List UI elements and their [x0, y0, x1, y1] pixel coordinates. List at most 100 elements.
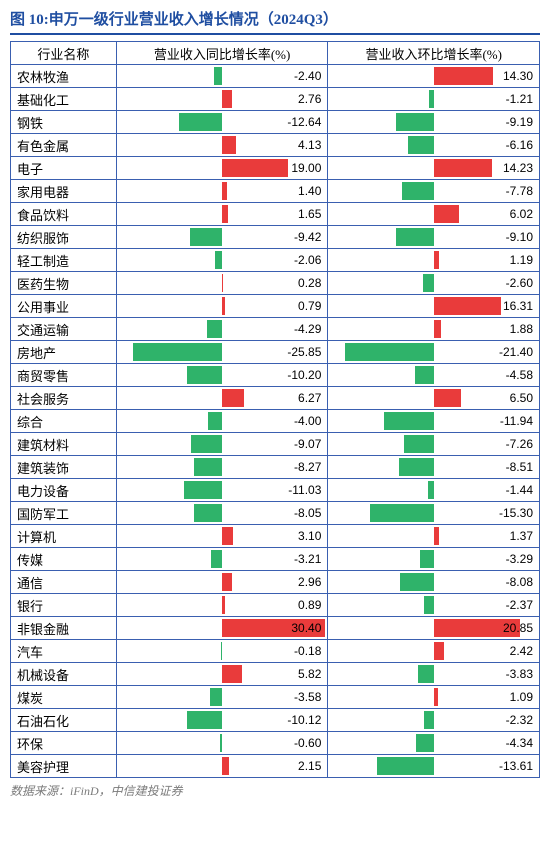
chart-container: 图 10:申万一级行业营业收入增长情况（2024Q3） 行业名称 营业收入同比增…: [0, 0, 550, 805]
yoy-value: 30.40: [291, 621, 321, 635]
header-name: 行业名称: [11, 42, 117, 65]
yoy-cell: 2.76: [116, 88, 328, 111]
qoq-cell: -3.29: [328, 548, 540, 571]
qoq-value: 20.85: [503, 621, 533, 635]
qoq-value: 1.88: [510, 322, 533, 336]
header-yoy: 营业收入同比增长率(%): [116, 42, 328, 65]
qoq-value: -9.19: [506, 115, 533, 129]
industry-name: 商贸零售: [11, 364, 117, 387]
yoy-value: -2.06: [294, 253, 321, 267]
yoy-cell: -0.18: [116, 640, 328, 663]
yoy-cell: -2.06: [116, 249, 328, 272]
qoq-cell: 6.50: [328, 387, 540, 410]
yoy-cell: 0.28: [116, 272, 328, 295]
yoy-value: -0.18: [294, 644, 321, 658]
industry-name: 钢铁: [11, 111, 117, 134]
yoy-value: -4.00: [294, 414, 321, 428]
industry-name: 家用电器: [11, 180, 117, 203]
table-row: 传媒-3.21-3.29: [11, 548, 540, 571]
qoq-value: 1.09: [510, 690, 533, 704]
qoq-value: -13.61: [499, 759, 533, 773]
qoq-value: -4.58: [506, 368, 533, 382]
yoy-cell: -3.21: [116, 548, 328, 571]
industry-name: 煤炭: [11, 686, 117, 709]
qoq-value: 14.30: [503, 69, 533, 83]
industry-name: 传媒: [11, 548, 117, 571]
qoq-cell: -15.30: [328, 502, 540, 525]
qoq-cell: 6.02: [328, 203, 540, 226]
qoq-value: -15.30: [499, 506, 533, 520]
qoq-cell: -2.37: [328, 594, 540, 617]
yoy-value: 0.89: [298, 598, 321, 612]
table-row: 国防军工-8.05-15.30: [11, 502, 540, 525]
qoq-cell: -1.21: [328, 88, 540, 111]
industry-name: 汽车: [11, 640, 117, 663]
table-row: 基础化工2.76-1.21: [11, 88, 540, 111]
qoq-cell: -8.08: [328, 571, 540, 594]
yoy-value: 1.65: [298, 207, 321, 221]
yoy-value: -2.40: [294, 69, 321, 83]
industry-name: 国防军工: [11, 502, 117, 525]
qoq-value: -7.78: [506, 184, 533, 198]
industry-name: 房地产: [11, 341, 117, 364]
table-row: 农林牧渔-2.4014.30: [11, 65, 540, 88]
chart-title: 图 10:申万一级行业营业收入增长情况（2024Q3）: [10, 8, 540, 35]
qoq-cell: -21.40: [328, 341, 540, 364]
industry-name: 食品饮料: [11, 203, 117, 226]
yoy-cell: 4.13: [116, 134, 328, 157]
qoq-cell: -2.60: [328, 272, 540, 295]
industry-name: 建筑材料: [11, 433, 117, 456]
qoq-cell: 1.19: [328, 249, 540, 272]
yoy-cell: 30.40: [116, 617, 328, 640]
yoy-cell: -8.27: [116, 456, 328, 479]
yoy-value: 0.79: [298, 299, 321, 313]
industry-name: 建筑装饰: [11, 456, 117, 479]
table-row: 交通运输-4.291.88: [11, 318, 540, 341]
industry-name: 公用事业: [11, 295, 117, 318]
qoq-cell: -11.94: [328, 410, 540, 433]
table-row: 机械设备5.82-3.83: [11, 663, 540, 686]
yoy-cell: -2.40: [116, 65, 328, 88]
yoy-cell: -0.60: [116, 732, 328, 755]
table-row: 社会服务6.276.50: [11, 387, 540, 410]
yoy-cell: 6.27: [116, 387, 328, 410]
yoy-value: -11.03: [288, 483, 321, 497]
table-row: 石油石化-10.12-2.32: [11, 709, 540, 732]
industry-name: 纺织服饰: [11, 226, 117, 249]
industry-name: 银行: [11, 594, 117, 617]
qoq-cell: 1.09: [328, 686, 540, 709]
table-row: 建筑材料-9.07-7.26: [11, 433, 540, 456]
table-row: 美容护理2.15-13.61: [11, 755, 540, 778]
qoq-value: -2.60: [506, 276, 533, 290]
qoq-value: -7.26: [506, 437, 533, 451]
qoq-value: -4.34: [506, 736, 533, 750]
yoy-value: 2.96: [298, 575, 321, 589]
yoy-cell: -12.64: [116, 111, 328, 134]
qoq-cell: 14.30: [328, 65, 540, 88]
industry-name: 医药生物: [11, 272, 117, 295]
industry-name: 电力设备: [11, 479, 117, 502]
yoy-value: 0.28: [298, 276, 321, 290]
qoq-value: -2.37: [506, 598, 533, 612]
qoq-cell: -6.16: [328, 134, 540, 157]
yoy-value: 1.40: [298, 184, 321, 198]
qoq-cell: -13.61: [328, 755, 540, 778]
table-row: 纺织服饰-9.42-9.10: [11, 226, 540, 249]
qoq-value: -2.32: [506, 713, 533, 727]
yoy-cell: 1.40: [116, 180, 328, 203]
qoq-value: -21.40: [499, 345, 533, 359]
header-row: 行业名称 营业收入同比增长率(%) 营业收入环比增长率(%): [11, 42, 540, 65]
qoq-cell: -3.83: [328, 663, 540, 686]
table-row: 煤炭-3.581.09: [11, 686, 540, 709]
yoy-value: 19.00: [291, 161, 321, 175]
industry-name: 有色金属: [11, 134, 117, 157]
qoq-value: -8.08: [506, 575, 533, 589]
industry-name: 基础化工: [11, 88, 117, 111]
yoy-value: 4.13: [298, 138, 321, 152]
yoy-cell: -11.03: [116, 479, 328, 502]
table-row: 商贸零售-10.20-4.58: [11, 364, 540, 387]
industry-name: 社会服务: [11, 387, 117, 410]
yoy-value: -9.42: [294, 230, 321, 244]
yoy-value: 2.15: [298, 759, 321, 773]
qoq-cell: 1.88: [328, 318, 540, 341]
